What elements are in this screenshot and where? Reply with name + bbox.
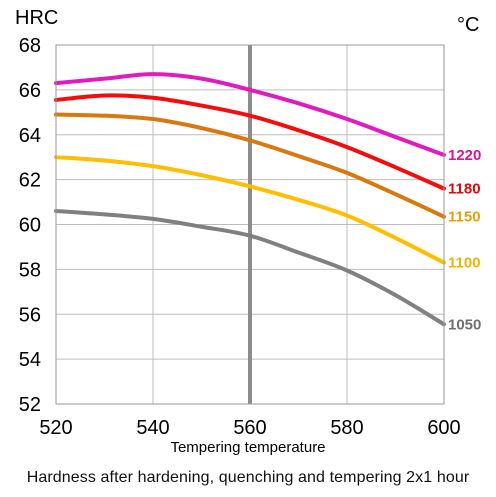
y-tick-label-60: 60 <box>19 215 41 237</box>
series-layer: 1220 1180 1150 1100 1050 <box>54 72 481 333</box>
series-line-1050 <box>54 209 446 327</box>
y-tick-label-68: 68 <box>19 35 41 57</box>
plot-frame <box>55 44 445 405</box>
series-label-1220: 1220 <box>448 147 481 164</box>
series-label-1050: 1050 <box>448 316 481 333</box>
x-tick-label-600: 600 <box>427 417 460 439</box>
series-line-1180 <box>54 93 446 191</box>
x-tick-label-560: 560 <box>233 417 266 439</box>
x-tick-label-580: 580 <box>330 417 363 439</box>
x-tick-label-540: 540 <box>136 417 169 439</box>
y-tick-label-66: 66 <box>19 80 41 102</box>
series-label-1180: 1180 <box>448 181 481 198</box>
y-axis-unit-label: HRC <box>15 7 58 29</box>
series-label-1100: 1100 <box>448 255 481 272</box>
y-tick-label-54: 54 <box>19 349 41 371</box>
y-tick-label-52: 52 <box>19 394 41 416</box>
series-line-1100 <box>54 155 446 265</box>
series-line-1150 <box>54 112 446 219</box>
chart-caption: Hardness after hardening, quenching and … <box>27 469 470 486</box>
series-label-1150: 1150 <box>448 209 481 226</box>
series-line-1220 <box>54 72 446 157</box>
x-axis-label: Tempering temperature <box>170 439 325 456</box>
y-tick-label-62: 62 <box>19 170 41 192</box>
x-tick-label-520: 520 <box>39 417 72 439</box>
y-tick-label-64: 64 <box>19 125 41 147</box>
temperature-unit-label: °C <box>457 14 479 36</box>
y-tick-label-56: 56 <box>19 304 41 326</box>
y-tick-label-58: 58 <box>19 259 41 281</box>
axis-layer: 52 54 56 58 60 62 64 66 68 520 540 560 580 600 <box>19 35 461 439</box>
